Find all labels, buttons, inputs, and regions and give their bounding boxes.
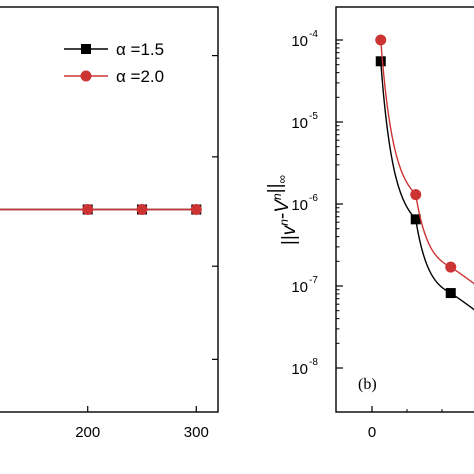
y-axis-label-part: || [279, 235, 300, 245]
data-point [82, 204, 94, 215]
legend-marker [81, 44, 91, 54]
y-axis-label-part: V [272, 198, 293, 213]
legend: α =1.5 α =2.0 [64, 40, 164, 86]
y-tick-label: 10 [291, 361, 308, 378]
y-axis-label-part: ∞ [275, 175, 289, 184]
y-tick-label: 10 [291, 33, 308, 50]
panel-b-series [375, 34, 474, 311]
y-tick-label: 10 [291, 115, 308, 132]
panel-a-frame [0, 6, 219, 413]
y-axis-label: ||vn-Vn||∞ [265, 175, 300, 245]
data-point [136, 204, 148, 215]
panel-a-right-ticks [212, 54, 218, 360]
legend-label: α =2.0 [116, 67, 164, 86]
y-axis-label-part: - [272, 213, 293, 219]
x-tick-label: 300 [184, 424, 209, 441]
panel-b-x-axis: 0 [368, 406, 443, 441]
y-tick-label: 10 [291, 197, 308, 214]
panel-a-x-axis: 200 300 [75, 406, 209, 441]
data-point [445, 261, 457, 273]
x-tick-label: 200 [75, 424, 100, 441]
panel-b-frame [335, 6, 474, 413]
y-tick-exponent: -8 [309, 357, 318, 368]
legend-label: α =1.5 [116, 40, 164, 59]
y-tick-exponent: -5 [309, 111, 318, 122]
panel-b-y-axis: 10-410-510-610-710-8 [291, 29, 343, 378]
data-point [445, 288, 456, 299]
y-tick-label: 10 [291, 279, 308, 296]
y-tick-exponent: -7 [309, 275, 318, 286]
data-point [190, 204, 202, 215]
y-tick-exponent: -4 [309, 29, 318, 40]
x-tick-label: 0 [368, 424, 376, 441]
legend-marker [80, 70, 92, 82]
series-line-2 [380, 39, 474, 285]
data-point [410, 189, 422, 201]
y-axis-label-part: n [270, 193, 284, 200]
data-point [410, 214, 421, 225]
y-axis-label-part: v [279, 224, 300, 235]
y-tick-exponent: -6 [309, 193, 318, 204]
panel-b: 10-410-510-610-710-8 0 (b) ||vn-Vn||∞ [265, 6, 474, 441]
data-point [375, 34, 387, 46]
series-line-1 [380, 61, 474, 311]
panel-label-b: (b) [358, 376, 377, 393]
panel-a-series [0, 204, 202, 215]
data-point [375, 56, 386, 67]
panel-a: 200 300 α =1.5 α =2.0 [0, 6, 219, 441]
y-axis-label-part: || [265, 183, 286, 193]
y-axis-label-part: n [277, 219, 291, 226]
